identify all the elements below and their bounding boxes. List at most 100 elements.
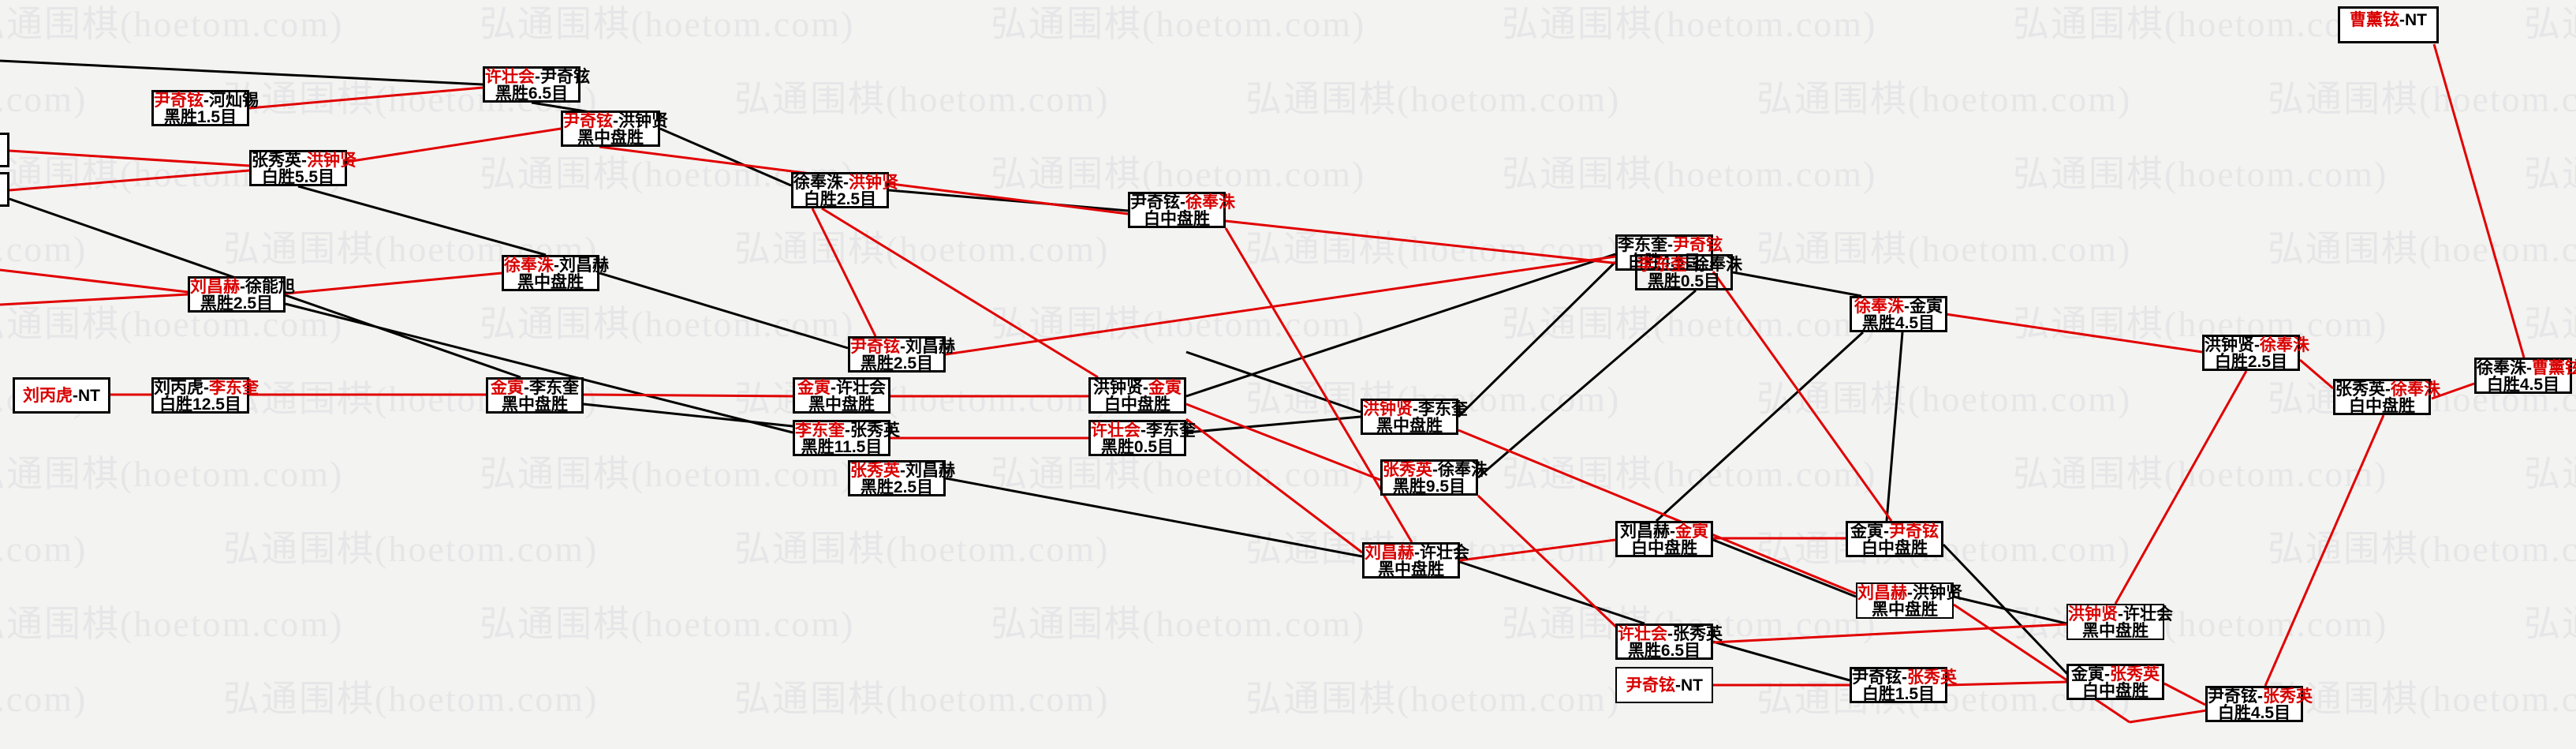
game-box-g14[interactable]: 李东奎-张秀英 黑胜11.5目 bbox=[793, 420, 900, 456]
pair-dash: - bbox=[240, 277, 245, 296]
black-progress-line bbox=[285, 302, 793, 434]
game-box-g28[interactable]: 尹奇铉-NT bbox=[1615, 667, 1713, 703]
watermark-text: 弘通围棋(hoetom.com) bbox=[734, 679, 1110, 719]
player-name-left: 刘昌赫 bbox=[1620, 522, 1670, 541]
red-progress-line bbox=[2299, 358, 2334, 390]
game-box-g2[interactable]: 许壮会-尹奇铉 黑胜6.5目 bbox=[483, 66, 590, 103]
game-box-g36[interactable]: 曹薰铉-NT bbox=[2338, 6, 2439, 43]
game-box-g9[interactable]: 刘丙虎-NT bbox=[13, 377, 110, 414]
game-box-g17[interactable]: 许壮会-李东奎 黑胜0.5目 bbox=[1088, 420, 1196, 456]
player-name-left: 徐奉洙 bbox=[2477, 358, 2526, 377]
game-box-g15[interactable]: 张秀英-刘昌赫 黑胜2.5目 bbox=[848, 460, 955, 496]
pair-dash: - bbox=[1883, 522, 1889, 541]
game-box-g31[interactable]: 金寅-张秀英 白中盘胜 bbox=[2066, 664, 2164, 700]
player-name-left: 李东奎 bbox=[1637, 255, 1687, 274]
player-name-left: 金寅 bbox=[797, 378, 831, 397]
game-result: 黑中盘胜 bbox=[502, 395, 568, 414]
game-result: 黑中盘胜 bbox=[2082, 621, 2149, 640]
pair-dash: - bbox=[73, 387, 78, 405]
pair-dash: - bbox=[1414, 543, 1420, 562]
player-name-left: 许壮会 bbox=[1618, 624, 1667, 643]
game-box-g32[interactable]: 尹奇铉-张秀英 白胜4.5目 bbox=[2205, 686, 2313, 722]
game-box-g18[interactable]: 洪钟贤-李东奎 黑中盘胜 bbox=[1361, 399, 1468, 435]
game-box-g4[interactable]: 张秀英-洪钟贤 白胜5.5目 bbox=[249, 150, 357, 186]
game-box-g19[interactable]: 张秀英-徐奉洙 黑胜9.5目 bbox=[1380, 459, 1488, 496]
game-box-g30[interactable]: 洪钟贤-许壮会 黑中盘胜 bbox=[2066, 604, 2173, 640]
player-name-right: 刘昌赫 bbox=[559, 256, 609, 275]
game-box-g1[interactable]: 尹奇铉-河灿锡 黑胜1.5目 bbox=[151, 90, 259, 126]
player-pair: 曹薰铉-NT bbox=[2340, 12, 2436, 28]
watermark-text: 弘通围棋(hoetom.com) bbox=[2013, 4, 2388, 44]
game-box-g3[interactable]: 尹奇铉-洪钟贤 黑中盘胜 bbox=[561, 110, 668, 147]
game-box-g10[interactable]: 刘丙虎-李东奎 白胜12.5目 bbox=[151, 377, 259, 414]
player-pair: 刘昌赫-金寅 bbox=[1618, 523, 1711, 540]
game-result: 黑胜6.5目 bbox=[495, 84, 569, 103]
player-pair: 张秀英-徐奉洙 bbox=[1383, 462, 1488, 478]
black-progress-line bbox=[0, 59, 483, 86]
game-box-g25[interactable]: 金寅-尹奇铉 白中盘胜 bbox=[1846, 521, 1943, 557]
red-progress-line bbox=[9, 149, 250, 167]
game-box-g16[interactable]: 洪钟贤-金寅 白中盘胜 bbox=[1088, 377, 1186, 414]
game-box-g13[interactable]: 金寅-许壮会 黑中盘胜 bbox=[793, 377, 890, 414]
game-box-g11[interactable]: 金寅-李东奎 黑中盘胜 bbox=[486, 377, 584, 414]
black-progress-line bbox=[1942, 543, 2072, 679]
pair-dash: - bbox=[2257, 687, 2263, 706]
player-pair: 张秀英-刘昌赫 bbox=[850, 463, 955, 479]
pair-dash: - bbox=[2104, 665, 2110, 683]
watermark-text: 弘通围棋(hoetom.com) bbox=[991, 304, 1366, 344]
game-box-g26[interactable]: 刘昌赫-洪钟贤 黑中盘胜 bbox=[1856, 582, 1962, 619]
player-pair: 洪钟贤-李东奎 bbox=[1363, 401, 1468, 418]
watermark-text: 弘通围棋(hoetom.com) bbox=[1757, 79, 2132, 119]
black-progress-line bbox=[1185, 415, 1361, 434]
game-result: 黑胜11.5目 bbox=[801, 437, 883, 456]
game-box-g7[interactable]: 徐奉洙-刘昌赫 黑中盘胜 bbox=[502, 255, 609, 291]
pair-dash: - bbox=[1675, 676, 1681, 695]
player-pair: 刘昌赫-徐能旭 bbox=[190, 277, 295, 296]
black-progress-line bbox=[1457, 260, 1617, 418]
game-box-g5[interactable]: 徐奉洙-洪钟贤 白胜2.5目 bbox=[791, 172, 898, 208]
game-box-g33[interactable]: 洪钟贤-徐奉洙 白胜2.5目 bbox=[2202, 335, 2309, 371]
pair-dash: - bbox=[203, 378, 209, 397]
red-progress-line bbox=[1225, 219, 1636, 267]
player-name-left: 洪钟贤 bbox=[2068, 605, 2118, 624]
game-result: 白胜1.5目 bbox=[1861, 684, 1936, 703]
player-pair: 许壮会-李东奎 bbox=[1091, 421, 1196, 440]
black-progress-line bbox=[297, 185, 547, 257]
player-pair: 洪钟贤-许壮会 bbox=[2068, 605, 2173, 624]
game-box-g12[interactable]: 尹奇铉-刘昌赫 黑胜2.5目 bbox=[848, 336, 955, 373]
game-box-g8[interactable]: 刘昌赫-徐能旭 黑胜2.5目 bbox=[188, 276, 295, 313]
black-progress-line bbox=[888, 189, 1129, 212]
game-box-g34[interactable]: 张秀英-徐奉洙 白中盘胜 bbox=[2333, 379, 2440, 415]
game-box-gcut2[interactable] bbox=[0, 172, 9, 207]
game-result: 白胜2.5目 bbox=[803, 189, 877, 208]
game-result: 黑胜2.5目 bbox=[860, 354, 934, 373]
game-box-g21[interactable]: 李东奎-徐奉洙 黑胜0.5目 bbox=[1635, 254, 1742, 290]
game-box-g20[interactable]: 李东奎-尹奇铉 白胜4.5目 bbox=[1615, 234, 1723, 271]
player-pair: 刘昌赫-许壮会 bbox=[1365, 543, 1469, 562]
game-box-g23[interactable]: 刘昌赫-许壮会 黑中盘胜 bbox=[1362, 542, 1469, 579]
player-name-right: 金寅 bbox=[1148, 378, 1182, 397]
game-box-g27[interactable]: 许壮会-张秀英 黑胜6.5目 bbox=[1615, 624, 1723, 660]
watermark-text: 弘通围棋(hoetom.com) bbox=[1757, 379, 2132, 419]
game-box-g22[interactable]: 徐奉洙-金寅 黑胜4.5目 bbox=[1850, 296, 1947, 332]
game-box-g35[interactable]: 徐奉洙-曹薰铉 白胜4.5目 bbox=[2474, 358, 2576, 394]
game-box-g24[interactable]: 刘昌赫-金寅 白中盘胜 bbox=[1615, 521, 1713, 557]
game-box-g29[interactable]: 尹奇铉-张秀英 白胜1.5目 bbox=[1850, 667, 1957, 703]
pair-dash: - bbox=[1141, 421, 1146, 440]
black-progress-line bbox=[1712, 538, 1857, 598]
black-progress-line bbox=[1185, 350, 1361, 414]
red-progress-line bbox=[0, 268, 189, 294]
watermark-text: 弘通围棋(hoetom.com) bbox=[0, 4, 344, 44]
player-pair: 张秀英-徐奉洙 bbox=[2335, 380, 2440, 399]
game-box-g6[interactable]: 尹奇铉-徐奉洙 白中盘胜 bbox=[1128, 192, 1235, 228]
player-name-left: 徐奉洙 bbox=[793, 173, 843, 192]
player-name-left: 刘昌赫 bbox=[1365, 543, 1414, 562]
game-result: 黑胜2.5目 bbox=[860, 477, 934, 496]
red-progress-line bbox=[1712, 623, 2067, 644]
black-progress-line bbox=[1655, 331, 1865, 522]
game-box-gcut1[interactable] bbox=[0, 133, 9, 167]
pair-dash: - bbox=[1687, 255, 1693, 274]
black-progress-line bbox=[1185, 253, 1616, 398]
pair-dash: - bbox=[2385, 380, 2391, 399]
pair-dash: - bbox=[1904, 297, 1910, 316]
